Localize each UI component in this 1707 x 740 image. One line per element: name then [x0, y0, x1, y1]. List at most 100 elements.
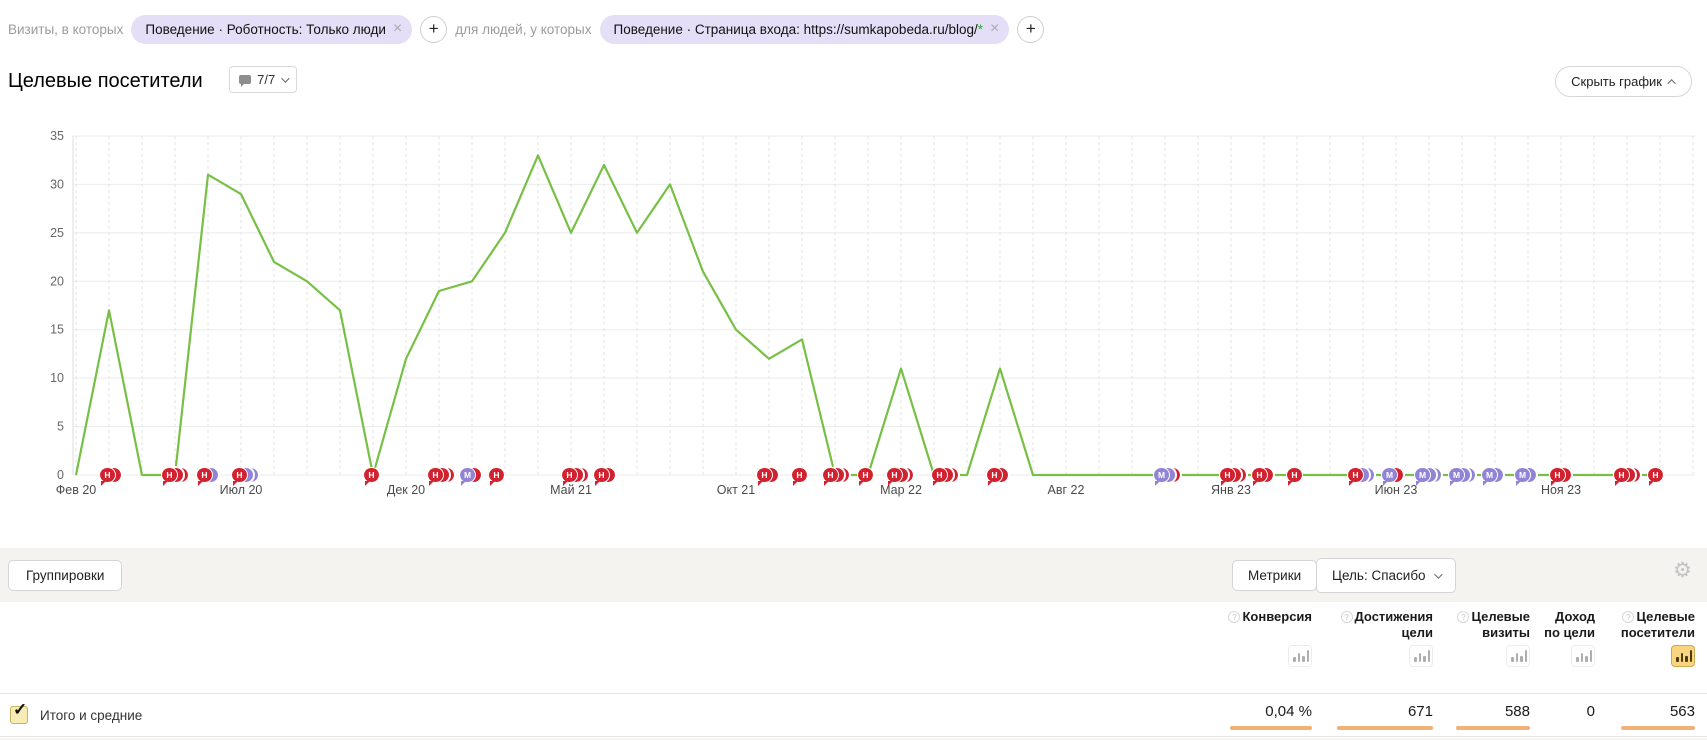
- y-axis-tick-label: 10: [50, 371, 64, 385]
- column-header[interactable]: ? Конверсия: [1182, 609, 1312, 625]
- annotation-bubble-icon: Н: [1219, 467, 1236, 486]
- annotation-bubble-icon: Н: [1286, 467, 1303, 486]
- annotation-bubble-icon: Н: [561, 467, 578, 486]
- visitors-chart-svg: 0 5 10 15 20 25 30 35 Фев 20 Июл 20 Дек 20 Май 21 Ок…: [50, 129, 1695, 497]
- help-icon[interactable]: ?: [1340, 611, 1353, 623]
- filter-chip-robots-text: Поведение · Роботность: Только люди: [145, 21, 386, 37]
- annotation-bubble-icon: Н: [99, 467, 116, 486]
- annotation-bubble-icon: Н: [161, 467, 178, 486]
- annotation-bubble-icon: Н: [931, 467, 948, 486]
- comments-badge[interactable]: 7/7: [229, 66, 298, 93]
- totals-label: Итого и средние: [40, 708, 143, 723]
- annotation-bubble-icon: М: [1481, 467, 1498, 486]
- column-header-label: Конверсия: [1242, 609, 1312, 624]
- column-header[interactable]: ? Достижения цели: [1331, 609, 1433, 641]
- help-icon[interactable]: ?: [1228, 611, 1241, 623]
- mini-bar-chart-icon[interactable]: [1671, 645, 1695, 667]
- groupings-button[interactable]: Группировки: [8, 560, 123, 591]
- y-axis-tick-label: 25: [50, 226, 64, 240]
- totals-bar-indicator: [1456, 726, 1530, 730]
- x-axis-tick-label: Дек 20: [387, 483, 425, 497]
- help-icon[interactable]: ?: [1457, 611, 1470, 623]
- annotation-bubble-icon: Н: [363, 467, 380, 486]
- filter-bar: Визиты, в которых Поведение · Роботность…: [8, 14, 1052, 44]
- filter-chip-entry-page[interactable]: Поведение · Страница входа: https://sumk…: [599, 14, 1010, 44]
- filter-chip-entry-page-text: Поведение · Страница входа: https://sumk…: [613, 21, 978, 37]
- y-axis-tick-label: 5: [57, 420, 64, 434]
- annotation-bubble-icon: М: [1448, 467, 1465, 486]
- annotation-bubble-icon: Н: [886, 467, 903, 486]
- column-header[interactable]: Доход по цели: [1541, 609, 1595, 641]
- metrics-button[interactable]: Метрики: [1232, 560, 1318, 591]
- annotation-bubble-icon: М: [459, 467, 476, 486]
- y-axis-tick-label: 35: [50, 129, 64, 143]
- x-axis-tick-label: Ноя 23: [1541, 483, 1581, 497]
- mini-bar-chart-icon[interactable]: [1571, 645, 1595, 667]
- mini-bar-chart-icon[interactable]: [1409, 645, 1433, 667]
- annotation-bubble-icon: Н: [1251, 467, 1268, 486]
- add-filter-button[interactable]: +: [420, 15, 448, 43]
- people-filter-label: для людей, у которых: [455, 21, 592, 37]
- totals-bar-indicator: [1230, 726, 1312, 730]
- x-axis-tick-label: Май 21: [550, 483, 592, 497]
- totals-checkbox[interactable]: ✓: [10, 700, 28, 724]
- y-axis-tick-label: 15: [50, 323, 64, 337]
- y-axis-tick-label: 30: [50, 177, 64, 191]
- mini-bar-chart-icon[interactable]: [1288, 645, 1312, 667]
- hide-chart-label: Скрыть график: [1571, 74, 1662, 89]
- table-header: ? Конверсия? Достижения цели? Целевые визит…: [0, 602, 1707, 693]
- column-header-label: Достижения цели: [1354, 609, 1433, 640]
- x-axis-tick-label: Авг 22: [1048, 483, 1085, 497]
- totals-bar-indicator: [1337, 726, 1433, 730]
- x-axis-tick-label: Мар 22: [880, 483, 922, 497]
- table-toolbar: Группировки Метрики Цель: Спасибо ⚙: [0, 548, 1707, 602]
- bottom-strip: [0, 738, 1707, 740]
- help-icon[interactable]: ?: [1622, 611, 1635, 623]
- annotation-bubble-icon: Н: [1647, 467, 1664, 486]
- column-header-label: Доход по цели: [1544, 609, 1595, 640]
- x-axis-tick-label: Фев 20: [56, 483, 97, 497]
- totals-bar-indicator: [1621, 726, 1695, 730]
- totals-value: 671: [1407, 703, 1433, 720]
- annotation-bubble-icon: М: [1381, 467, 1398, 486]
- annotation-bubble-icon: Н: [1549, 467, 1566, 486]
- goal-selector-label: Цель: Спасибо: [1332, 568, 1426, 583]
- goal-selector[interactable]: Цель: Спасибо: [1316, 558, 1456, 593]
- comments-count: 7/7: [257, 72, 276, 87]
- annotation-bubble-icon: Н: [196, 467, 213, 486]
- totals-value: 0,04 %: [1265, 703, 1312, 720]
- hide-chart-button[interactable]: Скрыть график: [1555, 66, 1692, 97]
- annotation-bubble-icon: Н: [231, 467, 248, 486]
- annotation-bubble-icon: М: [1153, 467, 1170, 486]
- column-header-label: Целевые посетители: [1620, 609, 1695, 640]
- annotation-bubble-icon: Н: [593, 467, 610, 486]
- column-header[interactable]: ? Целевые посетители: [1583, 609, 1695, 641]
- x-axis-tick-label: Янв 23: [1211, 483, 1251, 497]
- annotation-bubble-icon: Н: [1347, 467, 1364, 486]
- x-axis-tick-label: Окт 21: [717, 483, 755, 497]
- title-row: Целевые посетители 7/7 Скрыть график: [8, 66, 1692, 97]
- close-icon[interactable]: ×: [392, 20, 403, 37]
- x-axis-tick-label: Июл 20: [220, 483, 263, 497]
- annotation-bubble-icon: М: [1514, 467, 1531, 486]
- checkmark-icon: ✓: [13, 700, 28, 719]
- column-header[interactable]: ? Целевые визиты: [1434, 609, 1530, 641]
- annotation-bubble-icon: Н: [822, 467, 839, 486]
- gear-icon[interactable]: ⚙: [1673, 558, 1692, 582]
- totals-row: ✓ Итого и средние 0,04 % 671 588 0 563: [0, 693, 1707, 737]
- chevron-down-icon: [1433, 569, 1443, 579]
- x-axis-tick-label: Июн 23: [1375, 483, 1418, 497]
- filter-chip-robots[interactable]: Поведение · Роботность: Только люди ×: [131, 14, 413, 44]
- comment-bubble-icon: [239, 75, 252, 87]
- annotation-bubble-icon: Н: [756, 467, 773, 486]
- close-icon[interactable]: ×: [990, 20, 1000, 37]
- wildcard-text: *: [977, 21, 984, 37]
- totals-value: 588: [1504, 703, 1530, 720]
- add-people-filter-button[interactable]: +: [1017, 15, 1045, 43]
- mini-bar-chart-icon[interactable]: [1506, 645, 1530, 667]
- annotation-bubble-icon: Н: [488, 467, 505, 486]
- page-title: Целевые посетители: [8, 70, 203, 92]
- visits-filter-label: Визиты, в которых: [8, 21, 124, 37]
- chart-plot-area[interactable]: 0 5 10 15 20 25 30 35 Фев 20 Июл 20 Дек 20 Май 21 Ок…: [0, 0, 1707, 505]
